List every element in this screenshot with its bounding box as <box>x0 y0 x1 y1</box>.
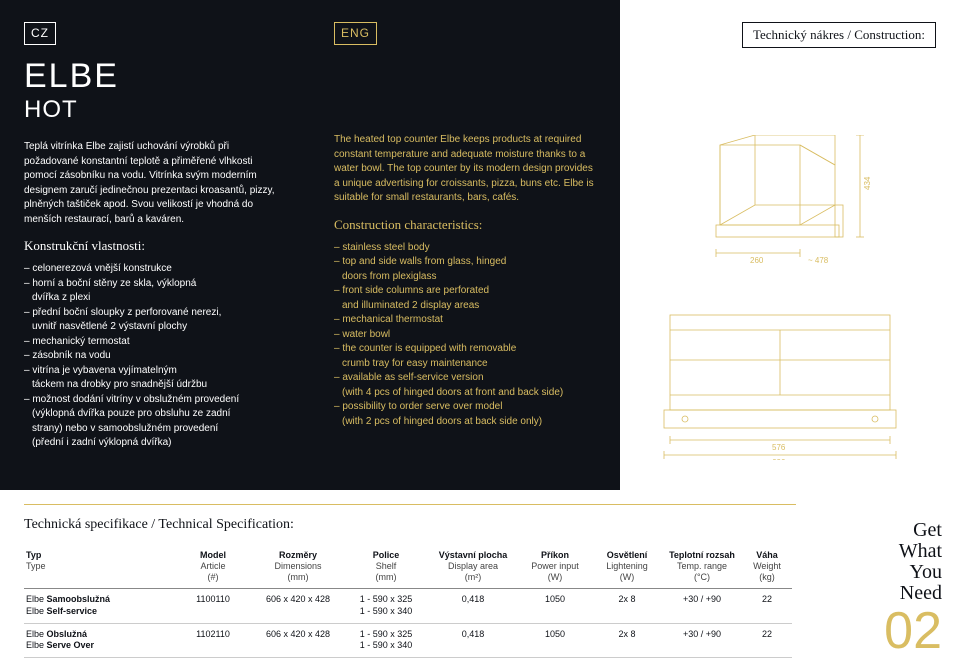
list-item: vitrína je vybavena vyjímatelným <box>24 364 286 379</box>
product-subtitle: HOT <box>24 93 286 128</box>
cz-description: Teplá vitrínka Elbe zajistí uchování výr… <box>24 140 286 227</box>
table-cell: 2x 8 <box>592 589 662 623</box>
table-cell: 22 <box>742 624 792 658</box>
eng-column: ENG The heated top counter Elbe keeps pr… <box>310 0 620 490</box>
list-item: mechanical thermostat <box>334 313 596 328</box>
cz-column: CZ ELBE HOT Teplá vitrínka Elbe zajistí … <box>0 0 310 490</box>
table-cell: 1 - 590 x 3251 - 590 x 340 <box>344 624 428 658</box>
table-cell: 1050 <box>518 589 592 623</box>
svg-text:260: 260 <box>750 256 764 265</box>
spec-table: TypTypeModelArticle(#)RozměryDimensions(… <box>24 547 796 658</box>
lang-eng-box: ENG <box>334 22 377 45</box>
table-header: OsvětleníLightening(W) <box>592 547 662 589</box>
list-item: top and side walls from glass, hinged <box>334 255 596 270</box>
table-header: PoliceShelf(mm) <box>344 547 428 589</box>
list-item: and illuminated 2 display areas <box>334 299 596 314</box>
table-cell: 1100110 <box>174 589 252 623</box>
list-item: mechanický termostat <box>24 335 286 350</box>
svg-text:434: 434 <box>863 176 872 190</box>
list-item: dvířka z plexi <box>24 291 286 306</box>
slogan-block: GetWhatYouNeed 02 <box>820 490 960 661</box>
table-cell: 1 - 590 x 3251 - 590 x 340 <box>344 589 428 623</box>
list-item: horní a boční stěny ze skla, výklopná <box>24 277 286 292</box>
table-cell-type: Elbe ObslužnáElbe Serve Over <box>24 624 174 658</box>
drawing-perspective: 434 260 ~ 478 <box>680 135 880 265</box>
table-cell: 2x 8 <box>592 624 662 658</box>
slogan-text: GetWhatYouNeed <box>820 520 942 604</box>
lang-cz-box: CZ <box>24 22 56 45</box>
cz-section-heading: Konstrukční vlastnosti: <box>24 237 286 256</box>
table-header: PříkonPower input(W) <box>518 547 592 589</box>
table-header: Výstavní plochaDisplay area(m²) <box>428 547 518 589</box>
table-cell: 606 x 420 x 428 <box>252 624 344 658</box>
list-item: táckem na drobky pro snadnější údržbu <box>24 378 286 393</box>
page-number: 02 <box>820 608 942 655</box>
list-item: strany) nebo v samoobslužném provedení <box>24 422 286 437</box>
spec-divider <box>24 504 796 505</box>
eng-description: The heated top counter Elbe keeps produc… <box>334 133 596 206</box>
table-header: Teplotní rozsahTemp. range(°C) <box>662 547 742 589</box>
list-item: (with 4 pcs of hinged doors at front and… <box>334 386 596 401</box>
table-header: RozměryDimensions(mm) <box>252 547 344 589</box>
list-item: doors from plexiglass <box>334 270 596 285</box>
list-item: (výklopná dvířka pouze pro obsluhu ze za… <box>24 407 286 422</box>
table-header: ModelArticle(#) <box>174 547 252 589</box>
list-item: (with 2 pcs of hinged doors at back side… <box>334 415 596 430</box>
table-cell: 1050 <box>518 624 592 658</box>
svg-text:576: 576 <box>772 443 786 452</box>
table-header: TypType <box>24 547 174 589</box>
svg-text:~ 478: ~ 478 <box>808 256 829 265</box>
table-cell: 22 <box>742 589 792 623</box>
table-cell: +30 / +90 <box>662 624 742 658</box>
list-item: water bowl <box>334 328 596 343</box>
eng-section-heading: Construction characteristics: <box>334 216 596 235</box>
table-cell: 0,418 <box>428 589 518 623</box>
list-item: uvnitř nasvětlené 2 výstavní plochy <box>24 320 286 335</box>
list-item: možnost dodání vitríny v obslužném prove… <box>24 393 286 408</box>
svg-text:606: 606 <box>772 458 786 460</box>
list-item: stainless steel body <box>334 241 596 256</box>
list-item: crumb tray for easy maintenance <box>334 357 596 372</box>
list-item: available as self-service version <box>334 371 596 386</box>
eng-features: stainless steel bodytop and side walls f… <box>334 241 596 430</box>
cz-features: celonerezová vnější konstrukcehorní a bo… <box>24 262 286 451</box>
drawing-column: Technický nákres / Construction: 434 260… <box>620 0 960 490</box>
list-item: the counter is equipped with removable <box>334 342 596 357</box>
table-cell-type: Elbe SamoobslužnáElbe Self-service <box>24 589 174 623</box>
spec-title: Technická specifikace / Technical Specif… <box>24 517 796 533</box>
spec-section: Technická specifikace / Technical Specif… <box>0 490 820 661</box>
list-item: (přední i zadní výklopná dvířka) <box>24 436 286 451</box>
drawing-front: 576 606 <box>650 305 910 460</box>
table-cell: 606 x 420 x 428 <box>252 589 344 623</box>
list-item: front side columns are perforated <box>334 284 596 299</box>
list-item: přední boční sloupky z perforované nerez… <box>24 306 286 321</box>
table-cell: 1102110 <box>174 624 252 658</box>
drawing-title: Technický nákres / Construction: <box>742 22 936 48</box>
table-cell: 0,418 <box>428 624 518 658</box>
product-title: ELBE <box>24 59 286 93</box>
list-item: zásobník na vodu <box>24 349 286 364</box>
table-cell: +30 / +90 <box>662 589 742 623</box>
table-header: VáhaWeight(kg) <box>742 547 792 589</box>
list-item: possibility to order serve over model <box>334 400 596 415</box>
list-item: celonerezová vnější konstrukce <box>24 262 286 277</box>
